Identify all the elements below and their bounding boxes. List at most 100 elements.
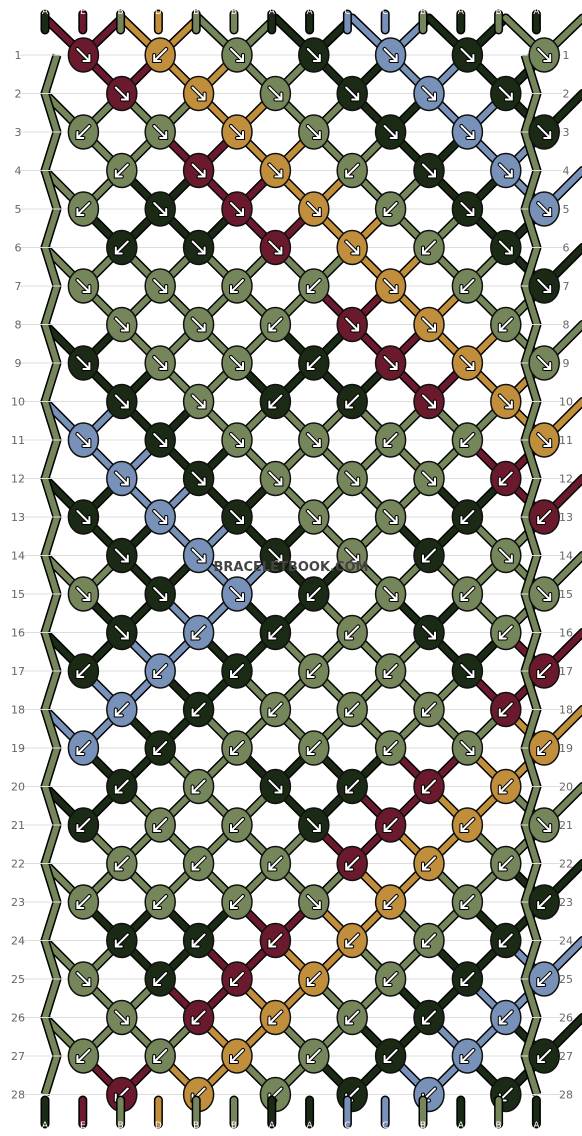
bottom-string-label: A: [307, 1121, 314, 1131]
arrow-down-right-icon: [498, 240, 513, 255]
left-edge-strand: [42, 54, 60, 1096]
bottom-string-label: C: [344, 1121, 350, 1131]
knot-row24-3: [259, 922, 292, 959]
knot-row2-1: [106, 75, 138, 112]
knot-row16-1: [106, 614, 138, 651]
arrow-down-right-icon: [153, 202, 168, 216]
arrow-down-left-icon: [498, 471, 513, 486]
row-number-right: 12: [559, 473, 573, 486]
arrow-down-left-icon: [422, 856, 436, 871]
knot-row26-2: [182, 999, 215, 1036]
arrow-down-left-icon: [345, 779, 360, 794]
arrow-down-left-icon: [191, 1010, 206, 1025]
arrow-down-left-icon: [153, 1049, 168, 1063]
bottom-string-label: E: [80, 1121, 86, 1131]
arrow-down-left-icon: [230, 895, 244, 909]
arrow-down-right-icon: [422, 394, 436, 409]
arrow-down-left-icon: [345, 856, 360, 871]
arrow-down-left-icon: [76, 1049, 91, 1063]
arrow-down-left-icon: [460, 1049, 475, 1063]
knot-row15-5: [374, 576, 407, 612]
arrow-down-left-icon: [76, 202, 91, 216]
knot-row14-1: [106, 537, 138, 574]
bottom-string-label: D: [155, 1121, 162, 1131]
knot-row13-5: [374, 499, 407, 535]
top-string-label: A: [269, 7, 276, 17]
top-string-label: D: [155, 7, 162, 17]
top-string-label: C: [344, 7, 350, 17]
knot-row7-4: [298, 268, 330, 304]
arrow-down-left-icon: [230, 741, 244, 755]
knot-row9-4: [298, 345, 330, 381]
top-string-label: B: [496, 7, 502, 17]
knot-row23-5: [374, 884, 407, 920]
arrow-down-left-icon: [153, 741, 168, 755]
arrow-down-right-icon: [460, 202, 475, 216]
string-label-layer: A E B D B B A A C C B A B A A E B D B B A A C C B A B A: [40, 7, 541, 1131]
knot-row6-1: [106, 229, 138, 266]
arrow-down-right-icon: [498, 163, 513, 178]
knot-row27-4: [298, 1038, 330, 1074]
arrow-down-left-icon: [383, 433, 398, 447]
row-number-right: 13: [559, 511, 573, 524]
knot-row25-7: [528, 961, 560, 997]
arrow-down-left-icon: [76, 741, 91, 755]
row-number-right: 14: [559, 550, 573, 563]
knot-row25-5: [374, 961, 407, 997]
arrow-down-left-icon: [498, 317, 513, 332]
row-number-left: 18: [11, 704, 25, 717]
knot-row5-2: [144, 191, 176, 227]
arrow-down-right-icon: [191, 163, 206, 178]
arrow-down-right-icon: [114, 471, 129, 486]
arrow-down-right-icon: [76, 433, 91, 447]
arrow-down-right-icon: [460, 356, 475, 370]
arrow-down-right-icon: [230, 510, 244, 524]
arrow-down-right-icon: [76, 587, 91, 601]
arrow-down-left-icon: [383, 972, 398, 986]
bottom-string-label: A: [42, 1121, 49, 1131]
arrow-down-right-icon: [76, 510, 91, 524]
arrow-down-left-icon: [268, 702, 283, 717]
knot-row15-2: [144, 576, 176, 612]
knot-row3-6: [451, 114, 484, 150]
arrow-down-left-icon: [153, 48, 168, 62]
arrow-down-left-icon: [268, 317, 283, 332]
top-string-label: E: [80, 7, 86, 17]
knot-row25-4: [298, 961, 330, 997]
arrow-down-right-icon: [537, 202, 552, 216]
knot-row10-4: [336, 383, 368, 420]
top-string-label: A: [533, 7, 540, 17]
arrow-down-right-icon: [268, 548, 283, 563]
arrow-down-right-icon: [345, 240, 360, 255]
arrow-down-right-icon: [345, 471, 360, 486]
row-number-left: 11: [11, 434, 25, 447]
knot-row23-4: [298, 884, 330, 920]
knot-row23-7: [528, 884, 560, 920]
arrow-down-left-icon: [345, 1010, 360, 1025]
knot-row24-4: [336, 922, 368, 959]
arrow-down-right-icon: [153, 587, 168, 601]
row-number-right: 2: [563, 88, 570, 101]
knot-row3-3: [221, 114, 253, 150]
knot-row7-5: [374, 268, 407, 304]
row-number-left: 9: [15, 357, 22, 370]
bottom-string-label: B: [118, 1121, 124, 1131]
arrow-down-right-icon: [460, 741, 475, 755]
row-number-left: 4: [15, 165, 22, 178]
knot-row11-1: [67, 422, 100, 458]
arrow-down-left-icon: [422, 933, 436, 948]
knot-row16-3: [259, 614, 292, 651]
knot-row11-7: [528, 422, 560, 458]
knot-row13-3: [221, 499, 253, 535]
arrow-down-left-icon: [383, 818, 398, 832]
arrow-down-right-icon: [306, 895, 321, 909]
knot-row1-1: [67, 37, 100, 73]
arrow-down-right-icon: [114, 548, 129, 563]
knot-row18-6: [490, 691, 522, 728]
knot-row25-1: [67, 961, 100, 997]
arrow-down-left-icon: [153, 664, 168, 678]
knot-row27-7: [528, 1038, 560, 1074]
top-string-label: B: [118, 7, 124, 17]
row-number-right: 9: [563, 357, 570, 370]
